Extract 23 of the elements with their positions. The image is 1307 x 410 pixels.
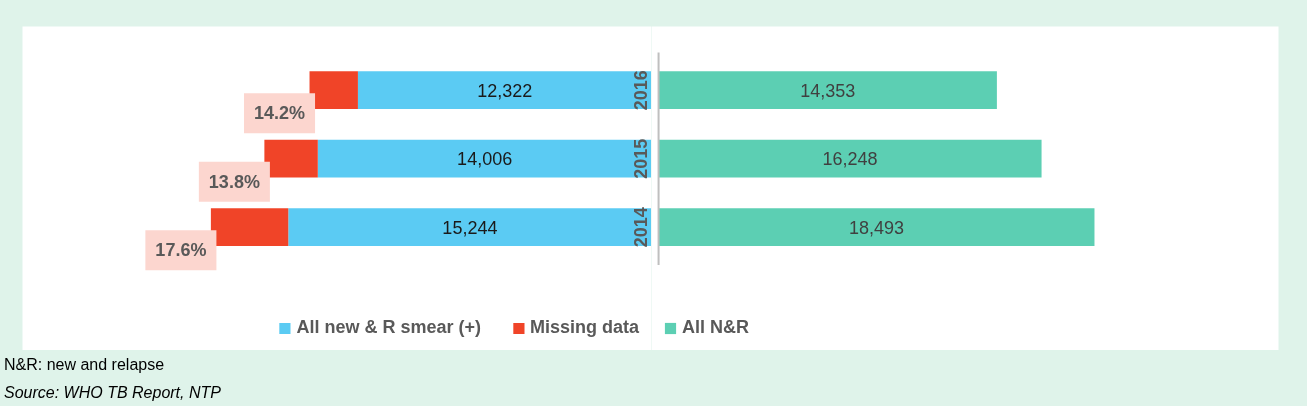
data-label: 14,006 — [457, 149, 513, 170]
source-note: Source: WHO TB Report, NTP — [4, 383, 221, 403]
bar — [317, 139, 651, 178]
annotation: 17.6% — [155, 240, 207, 261]
data-label: 14,353 — [800, 80, 856, 101]
data-label: 12,322 — [477, 80, 533, 101]
legend-label: All new & R smear (+) — [296, 317, 481, 338]
bar — [210, 208, 289, 247]
annotation: 14.2% — [254, 103, 306, 124]
bar — [309, 71, 358, 110]
data-label: 18,493 — [849, 217, 905, 238]
y-tick-label: 2016 — [631, 70, 651, 111]
legend-label: All N&R — [682, 317, 749, 338]
data-label: 16,248 — [822, 149, 878, 170]
data-label: 15,244 — [442, 217, 498, 238]
text: N&R: new and relapse — [4, 355, 165, 375]
bar — [264, 139, 318, 178]
bar — [288, 208, 651, 247]
legend-label: Missing data — [529, 317, 639, 338]
y-tick-label: 2015 — [631, 138, 651, 179]
bar — [357, 71, 651, 110]
y-tick-label: 2014 — [631, 207, 651, 248]
annotation: 13.8% — [208, 171, 260, 192]
